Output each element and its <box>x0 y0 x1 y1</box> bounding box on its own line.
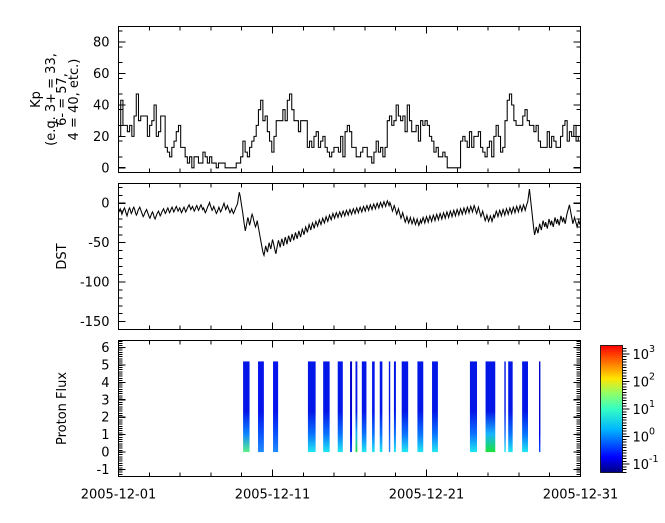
flux-column <box>273 361 279 453</box>
colorbar-tick-label: 102 <box>633 371 656 390</box>
colorbar-tick-exponent: 3 <box>649 344 655 355</box>
flux-column <box>388 361 391 453</box>
dst-panel-frame <box>117 182 582 331</box>
colorbar-tick-exponent: 1 <box>649 399 655 410</box>
flux-column <box>379 361 383 453</box>
kp-trace <box>118 93 581 169</box>
flux-column <box>355 361 358 453</box>
flux-column <box>469 361 478 453</box>
flux-column <box>508 361 513 453</box>
x-tick-label: 2005-12-31 <box>543 488 619 503</box>
flux-column <box>243 361 250 453</box>
colorbar-tick-label: 101 <box>633 399 656 418</box>
dst-y-tick-label: 0 <box>101 197 109 212</box>
kp-axis-label: (e.g. 3+ = 33, <box>44 53 59 146</box>
flux-column <box>258 361 264 453</box>
colorbar-tick-exponent: 2 <box>649 371 655 382</box>
flux-column <box>485 361 496 453</box>
flux-column <box>337 361 343 453</box>
colorbar <box>600 345 623 473</box>
flux-column <box>393 361 396 453</box>
kp-axis-label: 4 = 40, etc.) <box>67 59 82 141</box>
flux-y-tick-label: 4 <box>101 376 109 391</box>
dst-trace <box>118 188 581 258</box>
flux-y-tick-label: 6 <box>101 341 109 356</box>
flux-column <box>522 361 528 453</box>
flux-column <box>350 361 353 453</box>
flux-column <box>361 361 367 453</box>
x-tick-label: 2005-12-21 <box>389 488 465 503</box>
flux-y-tick-label: 0 <box>101 446 109 461</box>
flux-y-tick-label: 3 <box>101 393 109 408</box>
dst-y-tick-label: -150 <box>80 315 110 330</box>
kp-y-tick-label: 80 <box>93 36 110 51</box>
dst-axis-label: DST <box>55 243 70 269</box>
flux-y-tick-label: -1 <box>97 463 110 478</box>
colorbar-tick-exponent: -1 <box>649 454 658 465</box>
x-tick-label: 2005-12-01 <box>81 488 157 503</box>
kp-y-tick-label: 0 <box>101 161 109 176</box>
flux-column <box>307 361 316 453</box>
kp-axis-label: 6- = 57, <box>55 73 70 126</box>
flux-column <box>372 361 375 453</box>
kp-axis-label: Kp <box>29 91 44 108</box>
flux-column <box>401 361 409 453</box>
colorbar-tick-label: 100 <box>633 427 656 446</box>
kp-panel-frame <box>117 25 582 174</box>
kp-y-tick-label: 20 <box>93 130 110 145</box>
colorbar-tick-label: 10-1 <box>633 454 659 473</box>
x-tick-label: 2005-12-11 <box>235 488 311 503</box>
flux-column <box>538 361 541 453</box>
flux-column <box>504 361 506 453</box>
kp-y-tick-label: 60 <box>93 67 110 82</box>
dst-y-tick-label: -50 <box>88 236 109 251</box>
flux-column <box>323 361 330 453</box>
colorbar-tick-label: 103 <box>633 344 656 363</box>
flux-y-tick-label: 1 <box>101 428 109 443</box>
dst-y-tick-label: -100 <box>80 276 110 291</box>
flux-y-tick-label: 5 <box>101 358 109 373</box>
proton-flux-axis-label: Proton Flux <box>55 372 70 445</box>
flux-column <box>432 361 438 453</box>
kp-y-tick-label: 40 <box>93 98 110 113</box>
colorbar-tick-exponent: 0 <box>649 427 655 438</box>
flux-y-tick-label: 2 <box>101 411 109 426</box>
flux-column <box>417 361 424 453</box>
